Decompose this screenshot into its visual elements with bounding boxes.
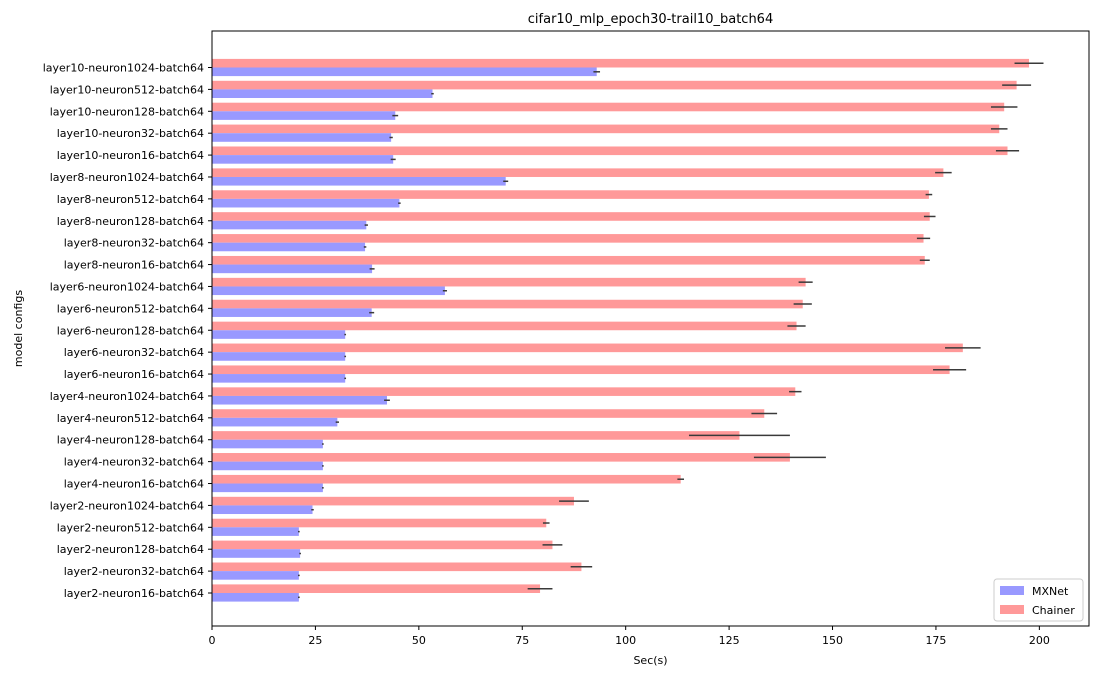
y-tick-label: layer10-neuron512-batch64	[50, 83, 204, 96]
y-tick-label: layer10-neuron128-batch64	[50, 105, 204, 118]
bar-chainer	[212, 365, 950, 375]
legend-label-mxnet: MXNet	[1032, 585, 1069, 598]
legend-swatch-mxnet	[1000, 586, 1024, 595]
x-tick-label: 0	[209, 634, 216, 647]
bar-chainer	[212, 80, 1017, 90]
x-tick-label: 150	[822, 634, 843, 647]
y-tick-label: layer4-neuron32-batch64	[64, 456, 204, 469]
bar-chainer	[212, 212, 930, 221]
bar-chainer	[212, 277, 806, 287]
bar-mxnet	[212, 198, 400, 208]
y-tick-label: layer6-neuron16-batch64	[64, 368, 204, 381]
bar-mxnet	[212, 549, 301, 558]
bar-chainer	[212, 234, 924, 243]
bar-chainer	[212, 343, 963, 353]
bar-mxnet	[212, 176, 506, 186]
y-tick-label: layer2-neuron1024-batch64	[50, 499, 204, 512]
bar-chainer	[212, 540, 553, 550]
bar-mxnet	[212, 593, 299, 602]
y-tick-label: layer10-neuron16-batch64	[57, 149, 204, 162]
y-tick-label: layer8-neuron32-batch64	[64, 237, 204, 250]
bar-mxnet	[212, 461, 323, 471]
bar-chainer	[212, 453, 790, 462]
y-tick-label: layer6-neuron32-batch64	[64, 346, 204, 359]
bar-mxnet	[212, 417, 338, 427]
bar-mxnet	[212, 286, 445, 296]
y-tick-label: layer6-neuron128-batch64	[57, 324, 204, 337]
x-tick-label: 175	[925, 634, 946, 647]
bar-chainer	[212, 321, 797, 331]
y-axis-label: model configs	[12, 290, 25, 367]
bar-chainer	[212, 168, 944, 177]
bar-mxnet	[212, 242, 366, 252]
bar-chainer	[212, 190, 929, 199]
bar-chainer	[212, 124, 1000, 134]
bar-mxnet	[212, 67, 597, 77]
bar-mxnet	[212, 111, 396, 120]
bar-chainer	[212, 102, 1005, 112]
bar-chainer	[212, 474, 681, 484]
x-tick-label: 100	[615, 634, 636, 647]
bar-mxnet	[212, 308, 372, 317]
legend-swatch-chainer	[1000, 605, 1024, 614]
bar-mxnet	[212, 483, 323, 493]
bar-chainer	[212, 562, 582, 572]
bar-chainer	[212, 409, 765, 418]
x-tick-label: 200	[1029, 634, 1050, 647]
bar-mxnet	[212, 330, 346, 339]
bar-mxnet	[212, 571, 299, 580]
bars-layer	[212, 58, 1030, 602]
bar-chainer	[212, 387, 796, 396]
bar-chainer	[212, 255, 925, 265]
bar-mxnet	[212, 352, 346, 361]
y-tick-label: layer4-neuron1024-batch64	[50, 390, 204, 403]
bar-chainer	[212, 584, 541, 593]
y-tick-label: layer10-neuron32-batch64	[57, 127, 204, 140]
y-tick-label: layer6-neuron1024-batch64	[50, 280, 204, 293]
bar-chainer	[212, 431, 740, 440]
y-tick-label: layer2-neuron16-batch64	[64, 587, 204, 600]
y-tick-label: layer8-neuron128-batch64	[57, 215, 204, 228]
bar-chainer	[212, 496, 574, 506]
bar-mxnet	[212, 527, 299, 536]
x-axis: 0 25 50 75 100 125 150 175 200	[209, 626, 1050, 647]
y-tick-label: layer4-neuron16-batch64	[64, 478, 204, 491]
y-tick-label: layer8-neuron16-batch64	[64, 259, 204, 272]
y-axis: layer10-neuron1024-batch64 layer10-neuron…	[43, 62, 212, 600]
bar-mxnet	[212, 264, 373, 274]
legend: MXNet Chainer	[993, 578, 1084, 622]
x-tick-label: 50	[412, 634, 426, 647]
y-tick-label: layer4-neuron512-batch64	[57, 412, 204, 425]
bar-mxnet	[212, 374, 346, 383]
bar-chainer	[212, 58, 1030, 68]
bar-chainer	[212, 518, 547, 528]
bar-mxnet	[212, 439, 323, 449]
y-tick-label: layer4-neuron128-batch64	[57, 434, 204, 447]
y-tick-label: layer2-neuron512-batch64	[57, 521, 204, 534]
bar-mxnet	[212, 133, 392, 142]
bar-chainer	[212, 299, 803, 309]
x-axis-label: Sec(s)	[633, 654, 667, 667]
bar-mxnet	[212, 395, 387, 405]
y-tick-label: layer8-neuron512-batch64	[57, 193, 204, 206]
bar-mxnet	[212, 220, 367, 230]
x-tick-label: 25	[308, 634, 322, 647]
bar-mxnet	[212, 505, 313, 515]
errorbars-layer	[298, 62, 1044, 599]
y-tick-label: layer2-neuron32-batch64	[64, 565, 204, 578]
bar-mxnet	[212, 155, 394, 164]
x-tick-label: 75	[515, 634, 529, 647]
y-tick-label: layer10-neuron1024-batch64	[43, 62, 204, 75]
legend-label-chainer: Chainer	[1032, 604, 1075, 617]
y-tick-label: layer8-neuron1024-batch64	[50, 171, 204, 184]
y-tick-label: layer6-neuron512-batch64	[57, 302, 204, 315]
x-tick-label: 125	[719, 634, 740, 647]
bar-chainer	[212, 146, 1008, 156]
plot-frame	[211, 30, 1090, 627]
y-tick-label: layer2-neuron128-batch64	[57, 543, 204, 556]
bar-mxnet	[212, 89, 433, 98]
chart-title: cifar10_mlp_epoch30-trail10_batch64	[528, 12, 773, 27]
